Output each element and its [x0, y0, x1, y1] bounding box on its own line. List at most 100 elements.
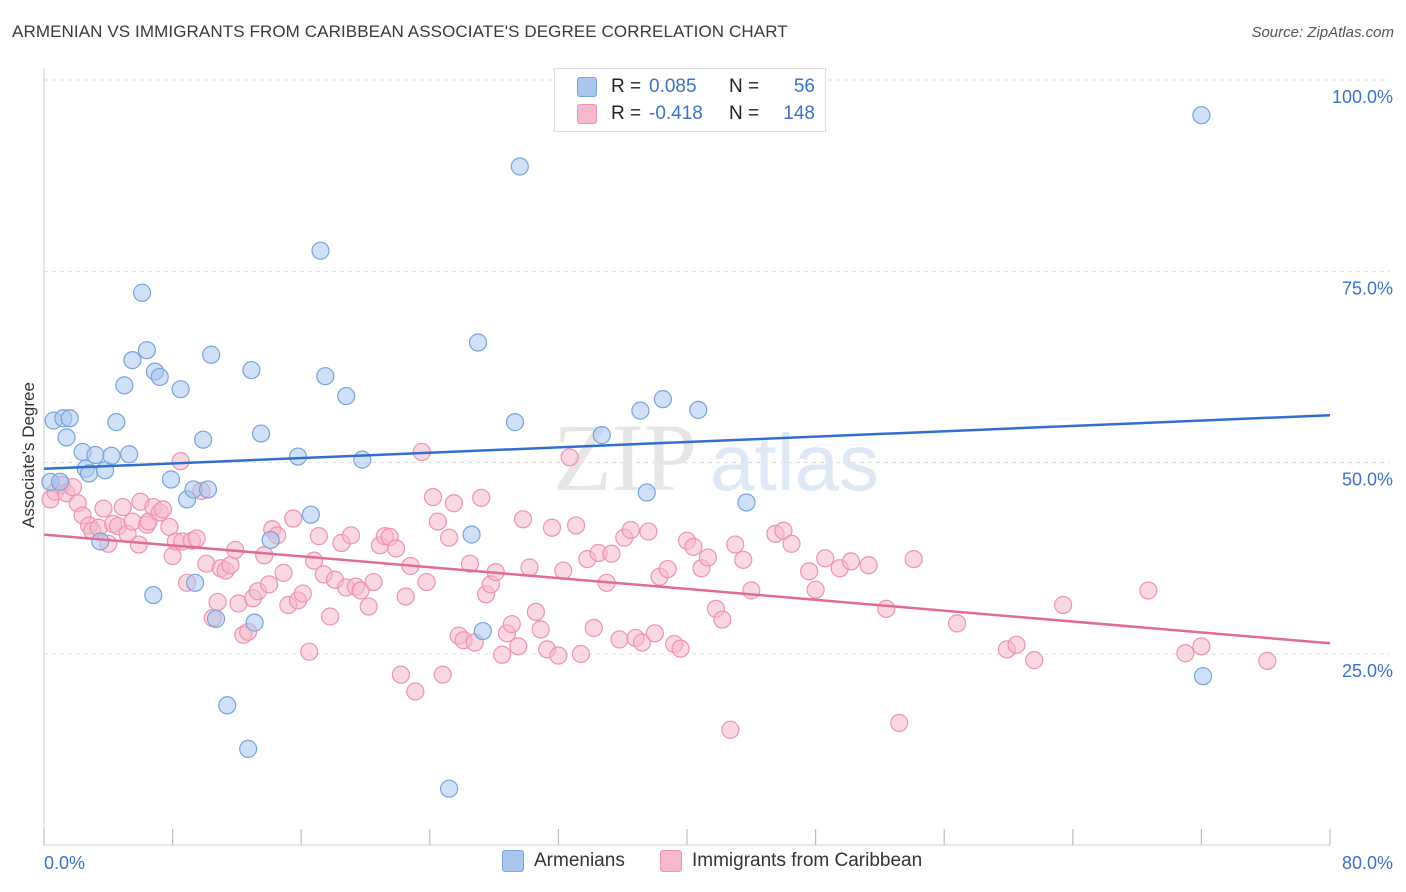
caribbean-point	[734, 550, 753, 569]
caribbean-point	[386, 539, 406, 558]
armenian-point	[171, 380, 190, 399]
armenian-point	[468, 333, 488, 352]
caribbean-point	[255, 546, 274, 565]
armenian-point	[301, 505, 320, 524]
legend-swatch-blue	[577, 77, 597, 97]
caribbean-point	[94, 499, 113, 518]
caribbean-point	[300, 642, 319, 661]
armenian-point	[186, 573, 205, 592]
caribbean-point	[1258, 651, 1277, 670]
armenian-point	[120, 445, 139, 464]
armenian-point	[462, 525, 481, 544]
armenian-point	[50, 472, 70, 491]
y-tick-label: 50.0%	[1342, 470, 1393, 490]
legend-swatch-pink	[660, 850, 682, 872]
y-tick-label: 25.0%	[1342, 661, 1393, 681]
armenian-point	[194, 430, 213, 449]
armenian-point	[123, 351, 142, 370]
legend-label-armenians: Armenians	[534, 850, 625, 871]
caribbean-point	[520, 558, 539, 577]
caribbean-point	[1025, 651, 1044, 670]
caribbean-point	[890, 713, 909, 732]
legend-label-caribbean: Immigrants from Caribbean	[692, 850, 923, 871]
armenian-point	[316, 367, 335, 386]
armenian-point	[206, 609, 226, 628]
caribbean-point	[1054, 595, 1073, 615]
armenian-point	[631, 401, 650, 420]
armenian-point	[161, 470, 181, 489]
caribbean-point	[1176, 644, 1195, 663]
armenian-point	[251, 424, 271, 443]
caribbean-trend-line	[43, 533, 1331, 645]
caribbean-point	[187, 529, 206, 548]
chart-title: ARMENIAN VS IMMIGRANTS FROM CARIBBEAN AS…	[12, 22, 788, 41]
armenian-point	[132, 283, 152, 302]
legend-r-value: -0.418	[649, 103, 703, 124]
armenian-point	[689, 400, 708, 419]
caribbean-point	[560, 448, 579, 467]
caribbean-point	[554, 561, 573, 580]
caribbean-point	[396, 587, 415, 606]
legend-row-armenians: R = 0.085 N = 56	[577, 74, 815, 100]
source-label: Source: ZipAtlas.com	[1251, 24, 1394, 41]
caribbean-point	[806, 580, 825, 599]
x-tick-label: 0.0%	[44, 853, 85, 873]
legend-row-caribbean: R = -0.418 N = 148	[577, 101, 815, 127]
caribbean-point	[859, 556, 878, 575]
caribbean-point	[502, 615, 521, 634]
armenian-point	[473, 621, 492, 641]
caribbean-point	[1007, 635, 1026, 654]
legend-item-armenians: Armenians	[502, 850, 625, 872]
legend-swatch-blue	[502, 850, 524, 872]
armenian-point	[60, 409, 79, 428]
caribbean-point	[129, 535, 148, 554]
legend-item-caribbean: Immigrants from Caribbean	[660, 850, 922, 872]
y-tick-label: 100.0%	[1332, 87, 1393, 107]
caribbean-point	[721, 720, 740, 739]
caribbean-point	[684, 537, 703, 556]
armenian-point	[353, 450, 372, 469]
data-points	[41, 106, 1277, 798]
caribbean-point	[800, 562, 819, 581]
caribbean-point	[417, 572, 436, 592]
legend-n-label: N =	[729, 76, 760, 97]
caribbean-point	[472, 488, 491, 507]
caribbean-point	[284, 509, 303, 528]
armenian-point	[150, 367, 169, 387]
caribbean-point	[602, 544, 621, 563]
caribbean-point	[645, 624, 664, 643]
caribbean-point	[904, 549, 923, 569]
armenian-point	[592, 426, 611, 445]
armenian-point	[242, 360, 261, 380]
caribbean-point	[153, 500, 173, 519]
caribbean-point	[698, 548, 717, 567]
armenian-point	[115, 376, 134, 395]
caribbean-point	[423, 488, 443, 507]
armenian-point	[737, 493, 756, 512]
legend-r-label: R =	[611, 76, 642, 97]
armenian-point	[261, 530, 280, 550]
caribbean-point	[221, 556, 240, 575]
caribbean-point	[571, 644, 591, 664]
armenian-point	[439, 779, 459, 798]
armenian-point	[1192, 106, 1211, 125]
caribbean-point	[639, 522, 658, 541]
caribbean-point	[549, 646, 568, 665]
tick-labels: 25.0% 50.0% 75.0% 100.0% 0.0% 80.0%	[44, 87, 1393, 873]
caribbean-point	[364, 572, 383, 592]
series-legend: Armenians Immigrants from Caribbean	[0, 850, 1406, 878]
x-tick-label: 80.0%	[1342, 853, 1393, 873]
caribbean-point	[632, 633, 652, 652]
caribbean-point	[531, 620, 550, 639]
legend-n-label: N =	[729, 103, 760, 124]
legend-n-value: 56	[793, 76, 815, 97]
caribbean-point	[513, 510, 533, 529]
legend-swatch-pink	[577, 104, 597, 124]
caribbean-point	[671, 639, 690, 658]
caribbean-point	[439, 528, 459, 547]
legend-r-value: 0.085	[649, 76, 697, 97]
caribbean-point	[359, 597, 378, 616]
armenian-point	[137, 341, 156, 360]
armenian-point	[510, 157, 529, 176]
